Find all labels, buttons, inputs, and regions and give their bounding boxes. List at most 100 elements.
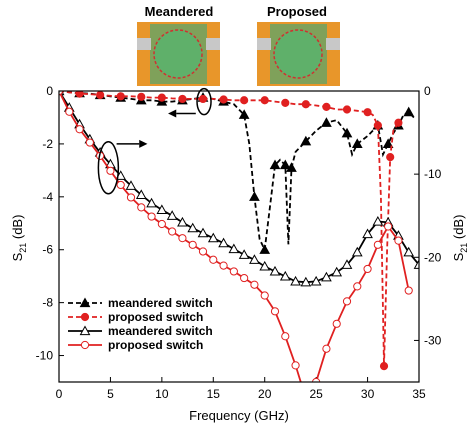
legend-marker [79,297,91,308]
x-tick-label: 10 [155,387,169,401]
series-point-2 [259,260,271,271]
series-point-1 [96,91,105,100]
pcb-port-left-proposed [257,38,271,50]
series-point-3 [363,264,372,274]
series-point-3 [404,286,413,295]
series-point-0 [351,138,363,149]
y-left-tick-label: 0 [46,84,53,98]
y-left-tick-label: -4 [42,190,53,204]
y-axis-right-title-unit: (dB) [451,215,466,243]
series-point-2 [351,246,363,257]
y-right-tick-label: -20 [424,250,442,264]
series-point-2 [197,227,209,238]
series-point-3 [394,236,403,245]
series-point-1 [75,91,84,98]
series-point-2 [177,216,188,227]
series-point-3 [137,203,146,212]
legend-label: proposed switch [108,310,203,324]
series-layer [59,91,419,402]
series-point-2 [403,246,415,257]
series-point-2 [207,232,219,243]
arrow-left-axis-head [168,109,177,118]
series-point-1 [260,96,269,105]
series-point-3 [106,166,115,175]
series-point-2 [228,243,240,254]
plot-frame [58,90,420,383]
series-point-0 [279,159,291,170]
x-tick-label: 35 [412,387,426,401]
series-point-1 [137,92,146,101]
series-point-3 [157,219,166,229]
series-point-3 [281,332,290,341]
series-point-2 [238,249,250,259]
y-right-tick-label: -30 [424,333,442,347]
series-point-3 [219,261,228,270]
series-point-3 [373,240,382,249]
series-point-3 [178,234,187,243]
series-point-1 [281,98,290,108]
legend-marker [79,325,91,336]
pcb-port-left-meandered [137,38,151,50]
series-point-1 [116,92,125,101]
series-point-3 [188,240,197,249]
ellipse-right-axis-marker [97,140,120,195]
inset-meandered: Meandered [137,4,220,86]
series-point-0 [269,159,281,170]
pcb-port-right-meandered [206,38,220,50]
arrow-right-axis-head [139,139,148,148]
series-point-2 [331,266,343,277]
series-point-2 [146,197,157,208]
series-point-1 [379,362,389,371]
series-point-1 [342,105,352,114]
series-point-3 [291,361,300,370]
x-axis-title: Frequency (GHz) [189,408,289,423]
series-point-3 [260,291,269,300]
series-point-2 [249,254,260,264]
series-point-0 [286,162,297,172]
series-point-2 [156,204,168,214]
series-point-3 [168,227,177,236]
series-point-3 [75,125,84,134]
series-point-0 [382,138,394,149]
series-point-3 [384,222,393,231]
series-point-3 [229,267,238,276]
series-point-2 [372,216,384,226]
series-point-3 [302,395,309,402]
legend-marker [80,340,90,350]
annotations-layer [97,87,212,195]
series-point-2 [218,237,229,248]
series-point-2 [187,222,199,233]
inset-title-meandered: Meandered [145,4,214,19]
series-point-2 [413,259,419,269]
series-point-3 [85,138,94,147]
series-point-3 [270,307,280,316]
series-point-3 [240,273,249,283]
ellipse-left-axis-marker [196,87,212,116]
legend-label: meandered switch [108,296,213,310]
series-point-3 [332,319,341,328]
series-2 [59,91,419,287]
legend-marker [80,312,90,322]
series-point-2 [166,210,178,220]
series-point-3 [250,280,259,289]
series-point-2 [279,270,291,281]
series-point-1 [178,94,187,104]
series-point-1 [386,153,395,162]
series-line-2 [59,91,419,284]
y-right-tick-label: -10 [424,167,442,181]
series-1 [59,91,403,371]
pcb-cavity-meandered [153,29,203,79]
series-point-1 [157,93,166,102]
series-point-2 [269,265,281,276]
series-point-3 [147,212,156,221]
series-point-0 [238,109,250,119]
y-axis-left-title-sub: 21 [18,243,28,253]
series-point-3 [116,180,125,190]
x-tick-label: 15 [207,387,221,401]
y-left-tick-label: -2 [42,137,53,151]
series-point-1 [219,95,228,104]
x-tick-label: 5 [107,387,114,401]
series-point-1 [198,94,208,104]
